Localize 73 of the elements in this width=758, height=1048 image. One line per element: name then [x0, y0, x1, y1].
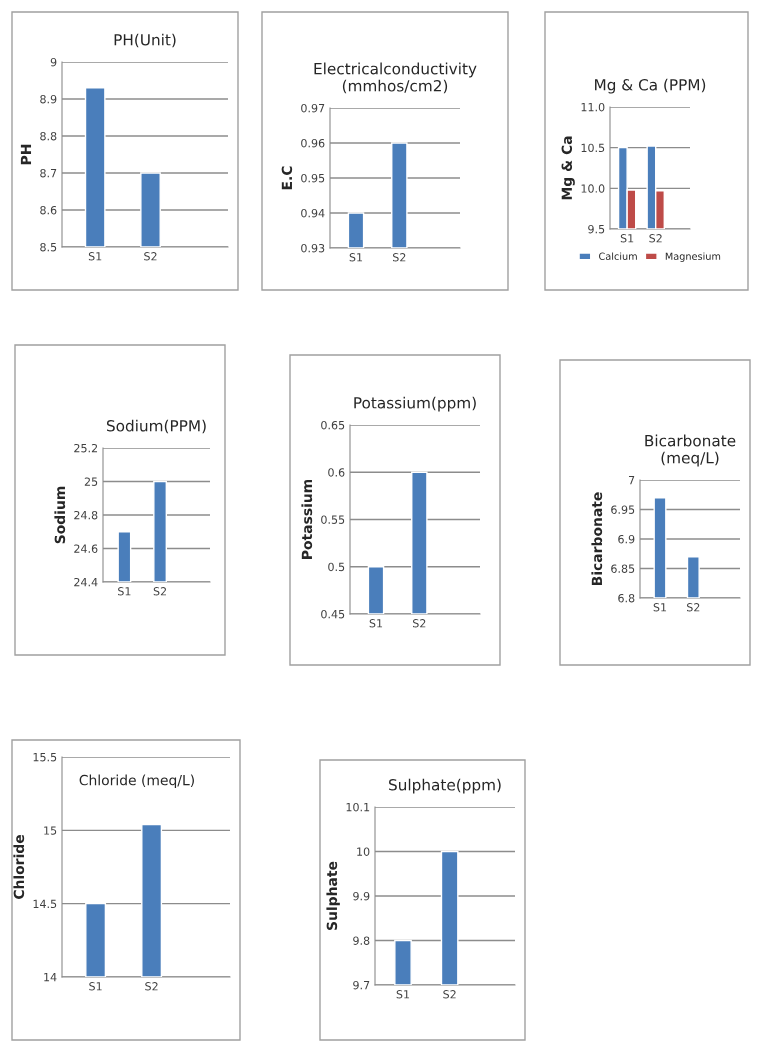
y-tick-label: 10.0 — [581, 184, 605, 193]
y-tick-label: 0.6 — [328, 468, 345, 477]
y-tick-label: 0.45 — [321, 609, 345, 619]
y-tick-label: 24.8 — [74, 510, 98, 520]
y-tick-label: 0.94 — [301, 208, 325, 218]
y-tick-label: 9.9 — [353, 891, 370, 901]
chart-title: Bicarbonate (meq/L) — [645, 434, 736, 467]
x-tick-label: S1 — [118, 587, 131, 596]
x-tick-label: S2 — [393, 253, 406, 262]
y-tick-label: 14 — [44, 973, 57, 982]
x-tick-label: S1 — [349, 253, 363, 262]
chart-title: Sulphate(ppm) — [389, 778, 501, 794]
y-tick-label: 7 — [628, 476, 635, 485]
y-tick-label: 8.9 — [40, 94, 57, 104]
y-tick-label: 15 — [44, 826, 57, 835]
y-tick-label: 8.8 — [40, 131, 57, 141]
y-tick-label: 24.4 — [74, 577, 98, 587]
chart-title: PH(Unit) — [114, 33, 176, 48]
x-tick-label: S1 — [396, 990, 410, 999]
y-axis-title: Sodium — [54, 486, 66, 544]
x-tick-label: S1 — [653, 603, 667, 612]
y-tick-label: 11.0 — [581, 102, 605, 112]
y-tick-label: 0.96 — [301, 138, 325, 148]
y-tick-label: 8.6 — [40, 205, 57, 215]
x-tick-label: S2 — [144, 252, 157, 261]
y-tick-label: 0.55 — [321, 515, 345, 524]
y-tick-label: 9.8 — [353, 936, 370, 945]
y-tick-label: 25 — [84, 477, 98, 486]
y-tick-label: 6.95 — [611, 505, 635, 514]
y-axis-title: Mg & Ca — [561, 136, 575, 200]
chart-title: Sodium(PPM) — [106, 419, 206, 434]
y-tick-label: 8.5 — [40, 242, 57, 252]
y-tick-label: 0.65 — [321, 420, 345, 430]
y-tick-label: 9 — [50, 57, 57, 67]
x-tick-label: S1 — [369, 619, 383, 628]
y-axis-title: Bicarbonate — [591, 492, 603, 586]
x-tick-label: S1 — [88, 252, 102, 261]
legend-label: Magnesium — [665, 252, 721, 262]
y-tick-label: 25.2 — [74, 443, 98, 453]
y-tick-label: 9.5 — [588, 224, 605, 234]
y-tick-label: 9.7 — [353, 980, 370, 990]
y-axis-title: E.C — [281, 166, 293, 190]
x-tick-label: S1 — [620, 234, 634, 243]
y-tick-label: 15.5 — [33, 753, 57, 762]
y-tick-label: 10.1 — [346, 802, 370, 812]
y-tick-label: 0.97 — [301, 103, 325, 113]
y-tick-label: 0.95 — [301, 173, 325, 183]
y-axis-title: Sulphate — [326, 861, 340, 930]
legend-label: Calcium — [599, 252, 637, 260]
x-tick-label: S2 — [145, 982, 158, 991]
y-axis-title: PH — [20, 144, 32, 165]
y-axis-title: Chloride — [13, 834, 25, 899]
x-tick-label: S2 — [443, 990, 456, 999]
y-tick-label: 10 — [357, 847, 370, 856]
text: Chloride (meq/L) — [79, 774, 194, 789]
chart-title: Mg & Ca (PPM) — [595, 78, 706, 94]
chart-title: Potassium(ppm) — [354, 396, 476, 412]
y-axis-title: Potassium — [301, 479, 313, 559]
y-tick-label: 6.8 — [618, 593, 635, 603]
x-tick-label: S2 — [413, 619, 426, 628]
x-tick-label: S1 — [89, 982, 102, 991]
chart-title: Electricalconductivity (mmhos/cm2) — [314, 62, 477, 94]
y-tick-label: 0.93 — [301, 243, 325, 253]
y-tick-label: 6.85 — [611, 564, 635, 573]
y-tick-label: 6.9 — [618, 534, 635, 544]
y-tick-label: 10.5 — [581, 143, 605, 153]
y-tick-label: 14.5 — [33, 899, 57, 909]
x-tick-label: S2 — [687, 603, 700, 612]
x-tick-label: S2 — [153, 587, 167, 596]
y-tick-label: 0.5 — [328, 562, 345, 572]
y-tick-label: 24.6 — [74, 544, 98, 553]
x-tick-label: S2 — [649, 234, 662, 243]
y-tick-label: 8.7 — [40, 168, 57, 178]
